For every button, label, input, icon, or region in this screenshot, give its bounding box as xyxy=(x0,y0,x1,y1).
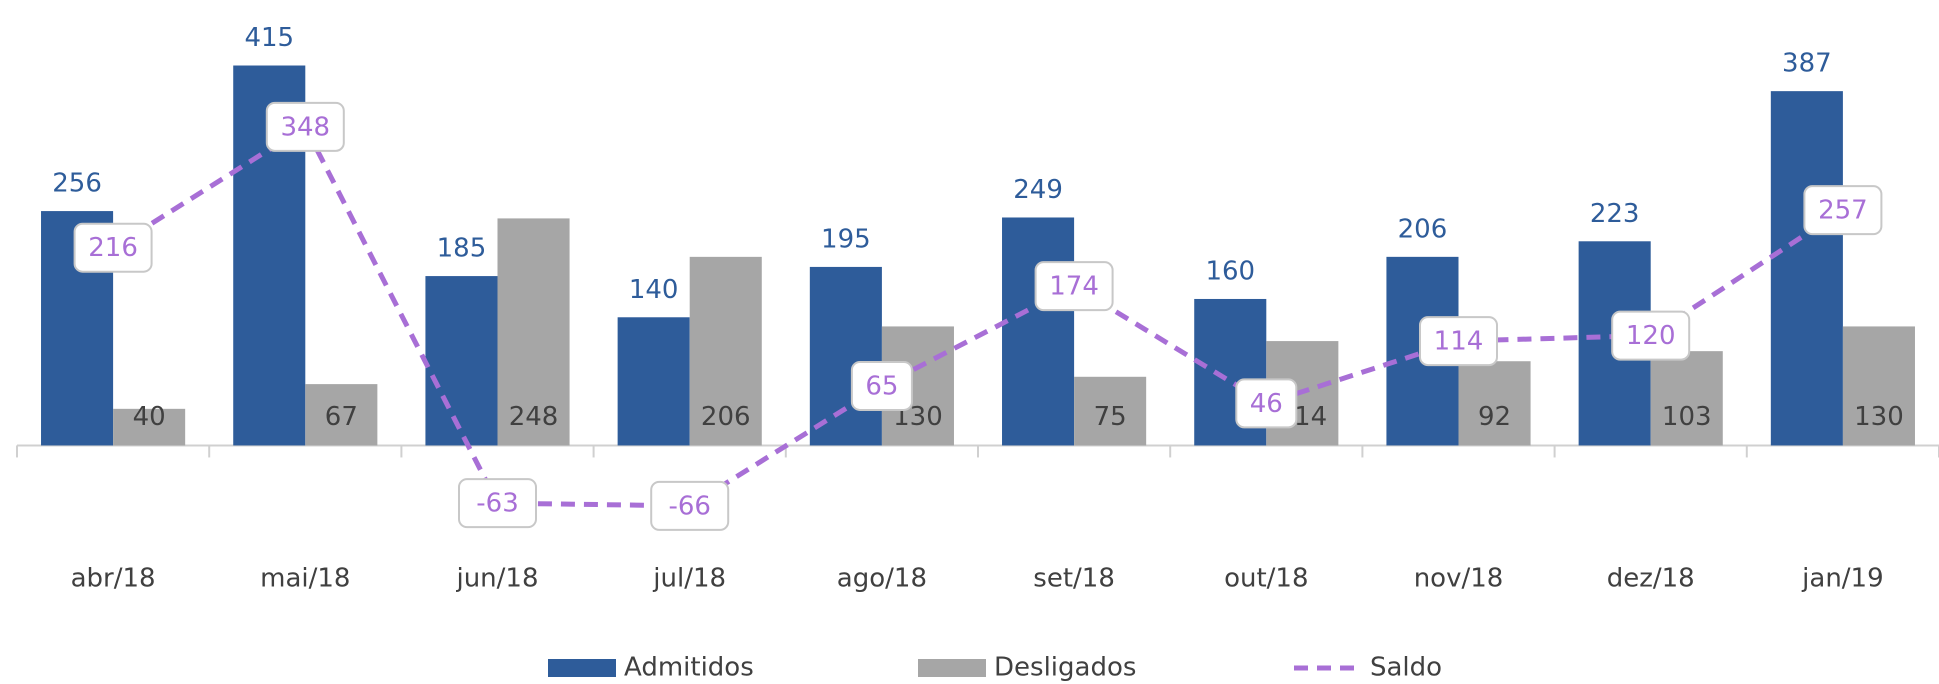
label-box xyxy=(73,222,153,273)
line-value-label: 348 xyxy=(280,112,330,142)
bar-value-label: 92 xyxy=(1478,402,1511,432)
line-value-label: 216 xyxy=(88,233,138,263)
line-value-label: -63 xyxy=(476,489,518,519)
bar-value-label: 415 xyxy=(244,23,294,53)
bar-value-label: 140 xyxy=(629,275,679,305)
bar xyxy=(305,384,378,446)
label-box xyxy=(458,478,537,529)
bar xyxy=(1842,326,1915,446)
line xyxy=(111,123,1845,509)
bar xyxy=(497,218,570,446)
line-value-label-box: 120 xyxy=(1611,310,1691,361)
legend-swatch xyxy=(548,659,616,677)
line-value-label-box: 216 xyxy=(73,222,153,273)
bar xyxy=(1650,351,1723,446)
bar-value-label: 387 xyxy=(1782,49,1832,79)
bar-value-label: 185 xyxy=(437,234,487,264)
x-tick-label: jul/18 xyxy=(652,564,726,594)
label-box xyxy=(1419,316,1498,367)
line-value-label: 46 xyxy=(1250,389,1283,419)
x-tick-label: jun/18 xyxy=(455,564,538,594)
x-tick-label: abr/18 xyxy=(71,564,156,594)
x-tick-label: dez/18 xyxy=(1607,564,1695,594)
line-value-label: 174 xyxy=(1049,272,1099,302)
x-tick-label: ago/18 xyxy=(837,564,927,594)
bar xyxy=(113,408,186,446)
x-tick-label: mai/18 xyxy=(260,564,350,594)
label-box xyxy=(650,480,730,531)
line-value-label-box: 257 xyxy=(1803,185,1883,236)
bar xyxy=(1074,376,1147,446)
bar-value-label: 40 xyxy=(133,402,166,432)
bar-value-label: 67 xyxy=(325,402,358,432)
bar-value-label: 160 xyxy=(1205,256,1255,286)
bar-value-label: 195 xyxy=(821,224,871,254)
x-tick-label: jan/19 xyxy=(1801,564,1883,594)
legend-label: Desligados xyxy=(994,653,1136,683)
bar xyxy=(1458,361,1531,446)
line-value-label-box: -66 xyxy=(650,480,730,531)
bar xyxy=(1002,217,1075,446)
bar-value-label: 206 xyxy=(1398,214,1448,244)
line-value-label: 120 xyxy=(1626,321,1676,351)
label-box xyxy=(1034,261,1114,312)
label-box xyxy=(1235,378,1298,429)
line-value-label: -66 xyxy=(668,491,710,521)
bar xyxy=(689,256,762,446)
label-box xyxy=(1611,310,1691,361)
bar xyxy=(425,276,498,446)
line-value-label-box: 114 xyxy=(1419,316,1498,367)
legend-label: Saldo xyxy=(1370,653,1442,683)
bar-value-label: 130 xyxy=(1854,402,1904,432)
legend-swatch xyxy=(918,659,986,677)
bar xyxy=(617,317,690,446)
bar-value-label: 75 xyxy=(1094,402,1127,432)
line-value-label-box: 65 xyxy=(850,360,913,411)
label-box xyxy=(1803,185,1883,236)
line-value-label: 65 xyxy=(865,371,898,401)
legend-label: Admitidos xyxy=(624,653,754,683)
bar xyxy=(809,266,882,446)
bar-value-label: 103 xyxy=(1662,402,1712,432)
bar-value-label: 249 xyxy=(1013,175,1063,205)
bar xyxy=(1770,91,1843,446)
line-value-label-box: -63 xyxy=(458,478,537,529)
label-box xyxy=(850,360,913,411)
bar-value-label: 206 xyxy=(701,402,751,432)
bar-value-label: 256 xyxy=(52,169,102,199)
x-tick-label: nov/18 xyxy=(1414,564,1504,594)
x-tick-label: set/18 xyxy=(1033,564,1115,594)
line-value-label-box: 348 xyxy=(265,101,345,152)
label-box xyxy=(265,101,345,152)
line-value-label-box: 174 xyxy=(1034,261,1114,312)
line-value-label: 114 xyxy=(1434,327,1484,357)
line-value-label-box: 46 xyxy=(1235,378,1298,429)
bar-value-label: 248 xyxy=(509,402,559,432)
bar-value-label: 223 xyxy=(1590,199,1640,229)
x-tick-label: out/18 xyxy=(1224,564,1308,594)
line-value-label: 257 xyxy=(1818,196,1868,226)
